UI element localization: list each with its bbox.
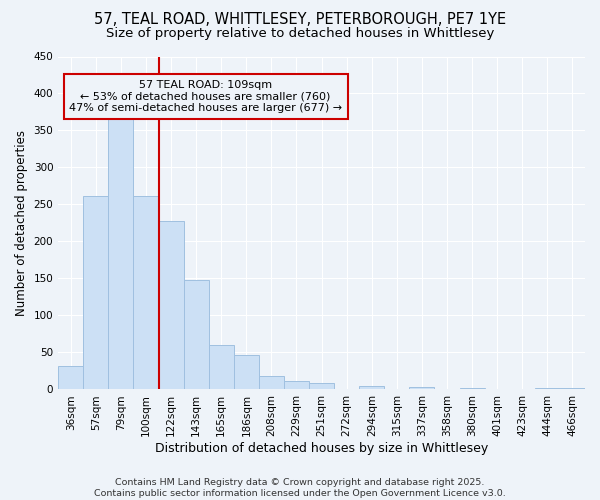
Bar <box>284 382 309 390</box>
Bar <box>158 221 184 390</box>
Text: Contains HM Land Registry data © Crown copyright and database right 2025.
Contai: Contains HM Land Registry data © Crown c… <box>94 478 506 498</box>
Bar <box>560 388 585 390</box>
Y-axis label: Number of detached properties: Number of detached properties <box>15 130 28 316</box>
Bar <box>234 356 259 390</box>
Text: Size of property relative to detached houses in Whittlesey: Size of property relative to detached ho… <box>106 28 494 40</box>
Bar <box>359 386 385 390</box>
Text: 57 TEAL ROAD: 109sqm
← 53% of detached houses are smaller (760)
47% of semi-deta: 57 TEAL ROAD: 109sqm ← 53% of detached h… <box>69 80 342 113</box>
Bar <box>309 383 334 390</box>
Bar <box>409 387 434 390</box>
Bar <box>209 345 234 390</box>
Bar <box>58 366 83 390</box>
Bar <box>109 117 133 390</box>
Bar <box>460 388 485 390</box>
X-axis label: Distribution of detached houses by size in Whittlesey: Distribution of detached houses by size … <box>155 442 488 455</box>
Bar <box>184 280 209 390</box>
Bar <box>535 388 560 390</box>
Bar <box>133 196 158 390</box>
Bar <box>83 196 109 390</box>
Bar <box>259 376 284 390</box>
Text: 57, TEAL ROAD, WHITTLESEY, PETERBOROUGH, PE7 1YE: 57, TEAL ROAD, WHITTLESEY, PETERBOROUGH,… <box>94 12 506 28</box>
